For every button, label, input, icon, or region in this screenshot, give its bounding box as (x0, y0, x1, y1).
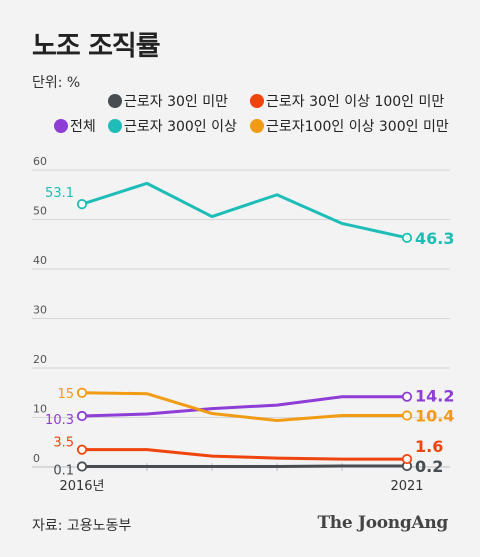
y-tick-label: 30 (33, 304, 47, 317)
legend-dot-icon (250, 94, 264, 108)
series-end-point (401, 391, 413, 402)
legend-label: 근로자 300인 이상 (124, 119, 237, 135)
y-tick-label: 40 (33, 254, 47, 267)
y-tick-label: 50 (33, 205, 47, 218)
series-end-label: 1.6 (415, 437, 443, 456)
x-tick-label: 2021 (390, 479, 423, 494)
legend-item-total: 전체 (54, 116, 96, 136)
legend-label: 근로자 30인 미만 (124, 94, 228, 110)
series-start-label: 3.5 (53, 436, 74, 451)
legend-dot-icon (108, 94, 122, 108)
series-line (80, 391, 409, 422)
series-end-point (401, 453, 413, 465)
series-end-point (401, 232, 413, 243)
series-end-point (401, 410, 413, 421)
legend-item-under-30: 근로자 30인 미만 (108, 91, 228, 111)
legend-item-100-300: 근로자100인 이상 300인 미만 (250, 116, 449, 136)
series-start-point (76, 444, 88, 455)
series-start-label: 15 (57, 387, 74, 402)
series-start-point (76, 410, 88, 422)
series-start-label: 53.1 (45, 186, 74, 201)
series-end-label: 10.4 (415, 407, 454, 426)
y-tick-label: 10 (33, 403, 47, 416)
chart-title: 노조 조직률 (32, 31, 161, 62)
legend-dot-icon (54, 119, 68, 133)
series-start-point (76, 387, 88, 398)
series-end-label: 14.2 (415, 387, 454, 406)
unit-label: 단위: % (32, 75, 81, 91)
legend-label: 근로자 30인 이상 100인 미만 (266, 94, 445, 110)
legend-dot-icon (250, 119, 264, 133)
series-end-label: 46.3 (415, 229, 454, 248)
series-start-point (76, 199, 88, 210)
brand-logo: The JoongAng (317, 513, 448, 533)
series-start-label: 10.3 (45, 413, 74, 428)
series-start-label: 0.1 (53, 464, 74, 479)
series-end-label: 0.2 (415, 457, 443, 476)
series-line (80, 448, 409, 461)
legend-label: 근로자100인 이상 300인 미만 (266, 119, 449, 135)
legend-label: 전체 (70, 119, 96, 135)
series-start-point (76, 461, 88, 472)
legend-item-30-100: 근로자 30인 이상 100인 미만 (250, 91, 444, 111)
y-tick-label: 20 (33, 353, 47, 366)
legend-item-over-300: 근로자 300인 이상 (108, 116, 237, 136)
x-tick-label: 2016년 (59, 479, 104, 494)
series-line (80, 395, 409, 418)
source-note: 자료: 고용노동부 (32, 518, 132, 534)
legend-dot-icon (108, 119, 122, 133)
y-tick-label: 60 (33, 155, 47, 168)
y-tick-label: 0 (33, 452, 40, 465)
series-line (80, 181, 409, 240)
